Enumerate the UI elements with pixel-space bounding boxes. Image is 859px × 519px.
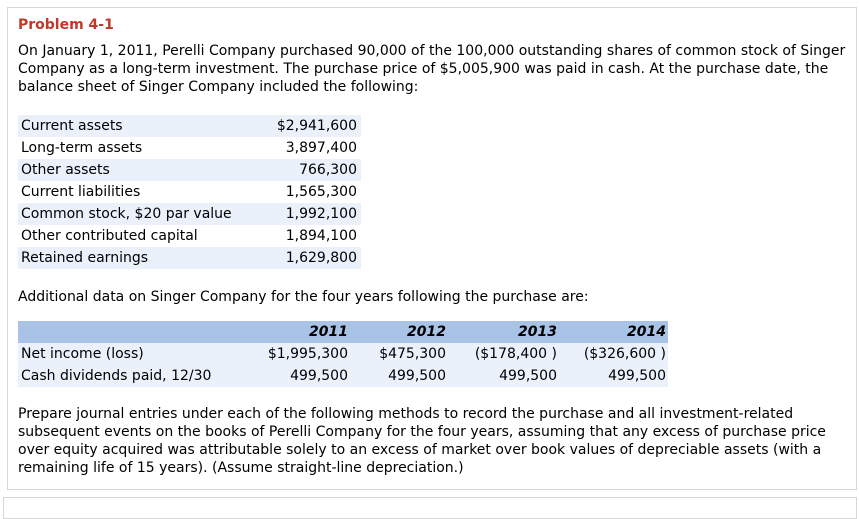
table-row: Current liabilities 1,565,300 <box>18 181 361 203</box>
cell-value: $475,300 <box>348 343 446 365</box>
table-header-row: 2011 2012 2013 2014 <box>18 321 668 343</box>
instructions-paragraph: Prepare journal entries under each of th… <box>18 406 826 476</box>
balance-sheet-table: Current assets $2,941,600 Long-term asset… <box>18 115 361 269</box>
row-label: Cash dividends paid, 12/30 <box>18 365 251 387</box>
problem-card: Problem 4-1 On January 1, 2011, Perelli … <box>7 7 857 490</box>
balance-value: 1,629,800 <box>247 247 361 269</box>
next-section-box <box>3 497 857 519</box>
table-row: Net income (loss) $1,995,300 $475,300 ($… <box>18 343 668 365</box>
table-row: Current assets $2,941,600 <box>18 115 361 137</box>
table-row: Long-term assets 3,897,400 <box>18 137 361 159</box>
balance-label: Long-term assets <box>18 137 247 159</box>
cell-value: $1,995,300 <box>251 343 348 365</box>
table-row: Common stock, $20 par value 1,992,100 <box>18 203 361 225</box>
table-row: Other assets 766,300 <box>18 159 361 181</box>
balance-value: 3,897,400 <box>247 137 361 159</box>
balance-label: Common stock, $20 par value <box>18 203 247 225</box>
year-header: 2011 <box>251 321 348 343</box>
intro-paragraph: On January 1, 2011, Perelli Company purc… <box>18 43 846 95</box>
cell-value: ($178,400 ) <box>446 343 557 365</box>
balance-value: 1,992,100 <box>247 203 361 225</box>
cell-value: 499,500 <box>251 365 348 387</box>
balance-label: Other contributed capital <box>18 225 247 247</box>
balance-label: Retained earnings <box>18 247 247 269</box>
cell-value: 499,500 <box>446 365 557 387</box>
year-header: 2012 <box>348 321 446 343</box>
table-row: Retained earnings 1,629,800 <box>18 247 361 269</box>
cell-value: 499,500 <box>348 365 446 387</box>
year-header: 2013 <box>446 321 557 343</box>
cell-value: ($326,600 ) <box>557 343 668 365</box>
additional-data-paragraph: Additional data on Singer Company for th… <box>18 289 589 305</box>
table-row: Cash dividends paid, 12/30 499,500 499,5… <box>18 365 668 387</box>
balance-label: Current liabilities <box>18 181 247 203</box>
row-label: Net income (loss) <box>18 343 251 365</box>
cell-value: 499,500 <box>557 365 668 387</box>
balance-value: $2,941,600 <box>247 115 361 137</box>
balance-value: 1,894,100 <box>247 225 361 247</box>
balance-value: 766,300 <box>247 159 361 181</box>
balance-label: Current assets <box>18 115 247 137</box>
table-row: Other contributed capital 1,894,100 <box>18 225 361 247</box>
balance-label: Other assets <box>18 159 247 181</box>
header-blank <box>18 321 251 343</box>
problem-title: Problem 4-1 <box>18 17 114 33</box>
year-header: 2014 <box>557 321 668 343</box>
balance-value: 1,565,300 <box>247 181 361 203</box>
income-table: 2011 2012 2013 2014 Net income (loss) $1… <box>18 321 668 387</box>
